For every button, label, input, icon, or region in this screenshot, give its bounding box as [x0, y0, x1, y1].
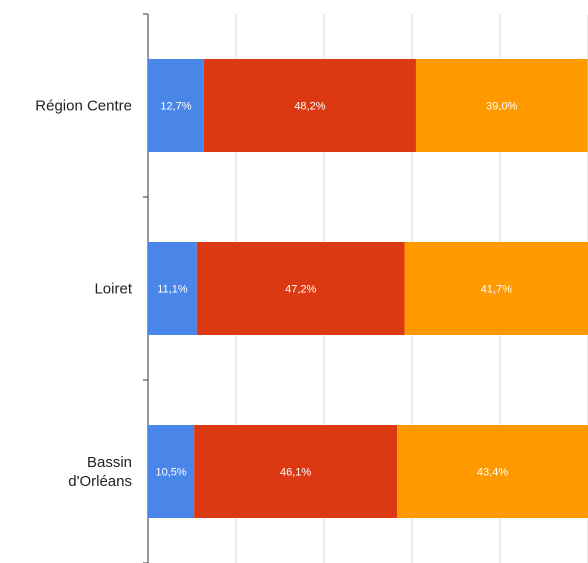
data-label: 46,1%: [280, 467, 311, 479]
bar-segment: [148, 59, 204, 152]
bar-segment: [196, 242, 405, 335]
category-labels: Région Centre Loiret Bassin d'Orléans: [35, 98, 133, 491]
data-label: 47,2%: [285, 284, 316, 296]
category-label-line: d'Orléans: [68, 473, 132, 490]
bar-segment: [415, 59, 588, 152]
category-label: Bassin d'Orléans: [68, 454, 132, 490]
bars: 12,7% 48,2% 39,0% 11,1% 47,2% 41,7% 10,5% 46,1%…: [148, 59, 588, 518]
data-label: 12,7%: [160, 101, 191, 113]
bar-segment: [397, 425, 588, 518]
data-label: 48,2%: [294, 101, 325, 113]
y-axis: [143, 13, 149, 563]
bar-segment: [203, 59, 416, 152]
data-label: 39,0%: [486, 101, 517, 113]
category-label-line: Loiret: [94, 281, 132, 298]
category-label-line: Bassin: [87, 454, 132, 471]
bar-segment: [194, 425, 398, 518]
bar-segment: [404, 242, 588, 335]
category-label: Région Centre: [35, 98, 132, 115]
data-label: 41,7%: [481, 284, 512, 296]
data-label: 11,1%: [157, 284, 188, 296]
bar-segment: [148, 425, 195, 518]
bar-segment: [148, 242, 197, 335]
category-label-line: Région Centre: [35, 98, 132, 115]
data-label: 43,4%: [477, 467, 508, 479]
category-label: Loiret: [94, 281, 132, 298]
data-label: 10,5%: [155, 467, 186, 479]
